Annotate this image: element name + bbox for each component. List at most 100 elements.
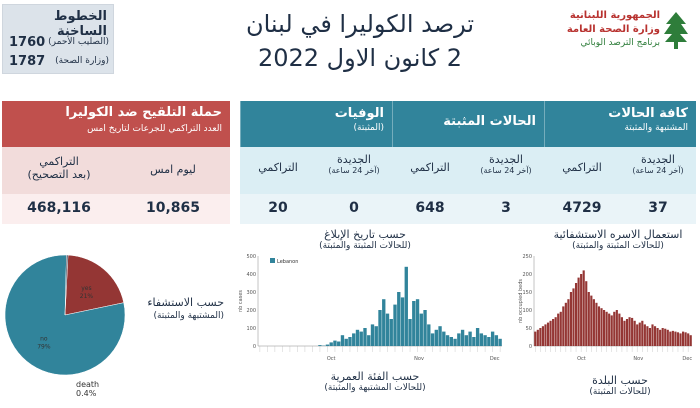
x-tick-label: Nov [633, 356, 643, 362]
bar [676, 332, 680, 346]
bar [359, 331, 363, 346]
bar [646, 326, 649, 346]
group-title: كافة الحالات [608, 106, 688, 121]
bar [378, 310, 382, 346]
bar [318, 345, 322, 346]
group-title: الحالات المثبتة [443, 114, 536, 129]
confirmed-header: الحالات المثبتة [392, 101, 544, 147]
cedar-icon [664, 12, 688, 49]
bar [682, 331, 685, 346]
death-text: death [76, 380, 100, 389]
bar [569, 292, 573, 346]
bar [557, 313, 560, 346]
bar [367, 335, 371, 346]
bar [536, 329, 539, 346]
label-text: التراكمي [562, 161, 602, 174]
bar [374, 326, 378, 346]
bar [661, 328, 664, 346]
bar [610, 315, 613, 346]
bar [404, 266, 408, 346]
deaths-new-value: 0 [349, 200, 359, 216]
death-label: death 0.4% [76, 380, 99, 398]
bar [666, 329, 669, 346]
vaccination-labels: التراكمي (بعد التصحيح) ليوم امس [2, 147, 230, 194]
label-sub: (آخر 24 ساعة) [480, 166, 532, 175]
legend-swatch [270, 258, 275, 263]
bar [453, 338, 457, 346]
bar [329, 342, 333, 346]
pie-label: yes [81, 285, 91, 292]
title-sub: (للحالات المثبتة والمثبتة) [319, 241, 411, 251]
bar [580, 274, 583, 346]
confirmed-new-label: الجديدة (آخر 24 ساعة) [468, 153, 544, 175]
age-chart-title: حسب الفئة العمرية (للحالات المشتبهة والم… [300, 370, 450, 393]
label-text: الجديدة [641, 153, 675, 166]
bar [679, 333, 682, 346]
bar [479, 333, 484, 346]
logo-line-program: برنامج الترصد الوبائي [580, 38, 660, 48]
bar [397, 292, 401, 346]
bar [631, 317, 634, 346]
bar [498, 338, 502, 346]
bar [572, 288, 575, 346]
vaccination-yesterday-value: 10,865 [145, 200, 201, 216]
x-tick-label: Dec [682, 356, 692, 362]
bar [656, 328, 659, 346]
vaccination-values: 468,116 10,865 [2, 194, 230, 224]
bar [449, 337, 453, 346]
bar [648, 328, 652, 346]
bar [325, 344, 330, 346]
cases-header: الوفيات (المثبتة) الحالات المثبتة كافة ا… [240, 101, 696, 147]
pie-label: no [40, 335, 48, 342]
report-bar-chart[interactable]: 0 100 200 300 400 500 nb cases Oct Nov Dec Lebanon [236, 250, 508, 368]
title-text: استعمال الاسره الاستشفائية [553, 228, 683, 241]
label-text: التراكمي [258, 161, 298, 174]
bar [651, 324, 654, 346]
bar [539, 328, 542, 346]
bar [408, 319, 412, 346]
bar [674, 331, 677, 346]
bar [615, 310, 618, 346]
bar [554, 317, 557, 346]
vaccination-cumulative-label: التراكمي (بعد التصحيح) [2, 155, 116, 181]
x-tick-label: Dec [490, 356, 500, 362]
label-text: التراكمي [410, 161, 450, 174]
label-sub: (آخر 24 ساعة) [328, 166, 380, 175]
bar [412, 301, 416, 346]
pie-slice [64, 254, 125, 316]
x-tick-label: Nov [414, 356, 424, 362]
bar [549, 320, 552, 346]
pie-slice [4, 254, 126, 376]
bar [552, 319, 555, 346]
bar [643, 324, 646, 346]
bar [567, 299, 570, 346]
all-new-label: الجديدة (آخر 24 ساعة) [620, 153, 696, 175]
bar [608, 313, 611, 346]
y-axis-label: nb occupied beds [518, 279, 524, 323]
vaccination-cumulative-value: 468,116 [27, 200, 91, 216]
district-chart-title: حسب البلدة (للحالات المثبتة) [560, 374, 680, 397]
bar [603, 310, 606, 346]
hotline-box: الخطوط الساخنة 1760 (الصليب الأحمر) 1787… [2, 4, 114, 74]
bar [664, 328, 667, 346]
label-text: حسب الاستشفاء [147, 296, 224, 309]
bar [653, 326, 657, 346]
beds-bar-chart[interactable]: 0 50 100 150 200 250 nb occupied beds Oct Nov Dec [516, 250, 698, 368]
report-chart-title: حسب تاريخ الإبلاغ (للحالات المثبتة والمث… [290, 228, 440, 251]
bar [659, 329, 662, 346]
bar [544, 324, 547, 346]
bar [419, 313, 423, 346]
bar [669, 331, 672, 346]
title-text: حسب تاريخ الإبلاغ [324, 228, 406, 241]
x-tick-label: Oct [327, 356, 336, 362]
bar [430, 333, 435, 346]
y-tick-label: 500 [246, 254, 256, 260]
bar [460, 329, 465, 346]
bar [587, 292, 590, 346]
hotline-row: 1787 (وزارة الصحة) [7, 54, 109, 72]
bar [494, 335, 499, 346]
bar [423, 310, 427, 346]
vaccination-yesterday-label: ليوم امس [116, 163, 230, 176]
bar [434, 329, 438, 346]
